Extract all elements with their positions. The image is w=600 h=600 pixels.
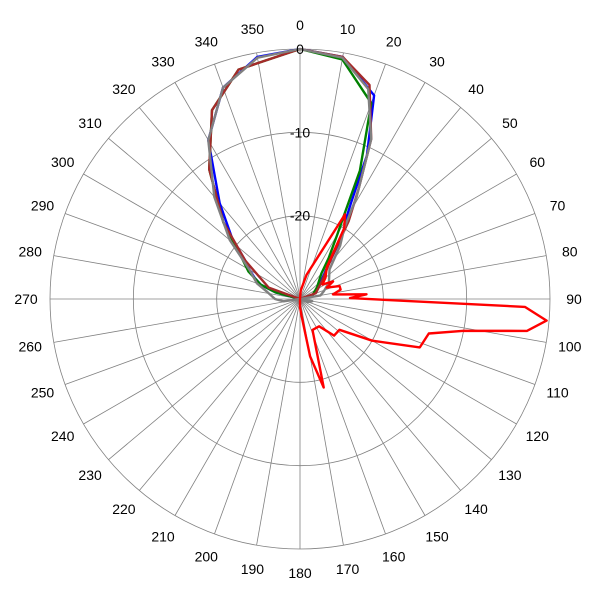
angle-tick-label: 350: [241, 21, 265, 37]
angle-tick-label: 220: [112, 501, 136, 517]
spoke-10: [299, 52, 344, 300]
series-group: [207, 47, 548, 389]
spoke-250: [64, 298, 301, 385]
spoke-310: [108, 137, 301, 300]
spoke-300: [83, 173, 301, 300]
spoke-80: [299, 255, 547, 300]
angle-tick-label: 340: [195, 34, 219, 50]
spoke-230: [108, 298, 301, 461]
angle-tick-label: 50: [502, 115, 518, 131]
angle-tick-label: 320: [112, 81, 136, 97]
angle-tick-label: 330: [151, 54, 175, 70]
spoke-210: [174, 298, 301, 516]
spoke-340: [214, 63, 301, 300]
radial-tick-label: -20: [290, 208, 310, 224]
spoke-150: [299, 298, 426, 516]
spoke-50: [299, 137, 492, 300]
angle-tick-label: 40: [468, 81, 484, 97]
spoke-60: [299, 173, 517, 300]
radial-tick-label: 0: [296, 41, 304, 57]
angle-tick-label: 240: [51, 428, 75, 444]
radial-tick-label: -10: [290, 124, 310, 140]
spoke-350: [256, 52, 301, 300]
angle-tick-label: 0: [296, 17, 304, 33]
angle-tick-label: 80: [562, 243, 578, 259]
angle-tick-label: 30: [429, 54, 445, 70]
spoke-240: [83, 298, 301, 425]
spoke-280: [53, 255, 301, 300]
angle-tick-label: 10: [340, 21, 356, 37]
angle-tick-label: 100: [558, 339, 582, 355]
angle-tick-label: 20: [386, 34, 402, 50]
angle-tick-label: 310: [78, 115, 102, 131]
angle-tick-label: 300: [51, 154, 75, 170]
angle-tick-label: 180: [288, 565, 312, 581]
spoke-30: [299, 82, 426, 300]
angle-tick-label: 120: [526, 428, 550, 444]
angle-tick-label: 230: [78, 467, 102, 483]
spoke-260: [53, 298, 301, 343]
spoke-200: [214, 298, 301, 535]
angle-tick-label: 270: [14, 291, 38, 307]
angle-tick-label: 130: [498, 467, 522, 483]
spoke-110: [299, 298, 536, 385]
spoke-330: [174, 82, 301, 300]
series-line-4: [298, 213, 548, 389]
angle-tick-label: 260: [19, 339, 43, 355]
spoke-130: [299, 298, 492, 461]
angle-tick-label: 60: [530, 154, 546, 170]
angle-tick-label: 160: [382, 549, 406, 565]
series-line-3: [207, 47, 373, 304]
angle-tick-label: 210: [151, 528, 175, 544]
spoke-100: [299, 298, 547, 343]
angle-tick-label: 190: [241, 561, 265, 577]
angle-tick-label: 280: [19, 243, 43, 259]
spoke-70: [299, 213, 536, 300]
angle-tick-label: 250: [31, 385, 55, 401]
angle-tick-label: 70: [550, 197, 566, 213]
angle-tick-label: 200: [195, 549, 219, 565]
label-group: 0 10 20 30 40 50 60 70 80 90 100 110 120 130 140 150 160…: [14, 17, 582, 581]
angle-tick-label: 170: [336, 561, 360, 577]
angle-tick-label: 110: [546, 385, 569, 401]
spoke-120: [299, 298, 517, 425]
angle-tick-label: 290: [31, 197, 55, 213]
angle-tick-label: 150: [425, 528, 449, 544]
spoke-220: [138, 298, 301, 491]
spoke-190: [256, 298, 301, 546]
angle-tick-label: 140: [464, 501, 488, 517]
angle-tick-label: 90: [566, 291, 582, 307]
